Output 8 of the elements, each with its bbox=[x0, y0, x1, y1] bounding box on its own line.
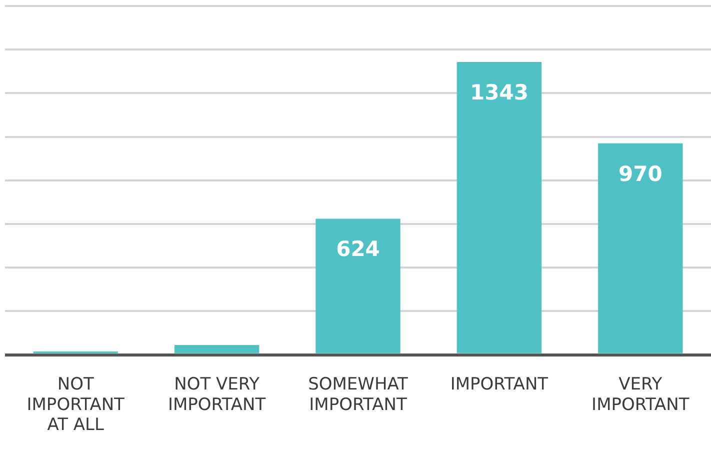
x-tick-label: NOT VERY IMPORTANT bbox=[168, 374, 266, 415]
data-label: 624 bbox=[336, 237, 380, 262]
x-tick-label: NOT IMPORTANT AT ALL bbox=[26, 374, 126, 436]
x-tick-label: IMPORTANT bbox=[450, 374, 549, 394]
x-tick-label: VERY IMPORTANT bbox=[592, 374, 690, 415]
data-label: 1343 bbox=[470, 80, 528, 104]
data-label: 970 bbox=[618, 162, 662, 186]
x-tick-label: SOMEWHAT IMPORTANT bbox=[308, 374, 409, 415]
